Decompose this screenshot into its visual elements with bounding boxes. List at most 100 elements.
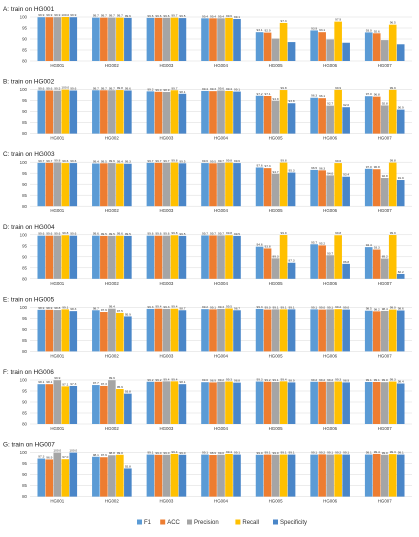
bar (146, 308, 155, 352)
bar (61, 235, 70, 279)
bar (37, 235, 46, 279)
bar (201, 163, 209, 207)
y-tick-label: 80 (22, 276, 27, 281)
bar (233, 91, 241, 134)
bar (334, 309, 342, 352)
bar (342, 263, 350, 279)
bar (170, 17, 179, 61)
bar (116, 17, 124, 61)
bar (318, 309, 326, 352)
bar (108, 455, 116, 497)
x-tick-label: HG001 (50, 426, 64, 431)
bar (310, 97, 318, 134)
bar (92, 310, 100, 352)
bar (372, 381, 381, 424)
data-label: 97.9 (335, 18, 341, 22)
bar (310, 381, 318, 424)
bar (108, 308, 116, 352)
bar (162, 92, 171, 134)
data-label: 99.6 (54, 232, 60, 236)
bar (263, 248, 272, 279)
data-label: 99.4 (202, 14, 208, 18)
bar (364, 381, 373, 424)
bar (380, 258, 389, 279)
bar (146, 17, 155, 62)
data-label: 99.3 (257, 378, 263, 382)
data-label: 96.5 (311, 166, 317, 170)
bar (380, 105, 389, 134)
data-label: 98.1 (46, 380, 52, 384)
data-label: 99.1 (234, 88, 240, 92)
bar (396, 109, 405, 134)
data-label: 99.2 (327, 378, 333, 382)
x-tick-label: HG001 (50, 281, 64, 286)
data-label: 99.6 (38, 232, 44, 236)
bar (380, 178, 389, 207)
bar (69, 452, 78, 497)
x-tick-label: HG005 (269, 136, 283, 141)
bar (116, 163, 124, 207)
y-tick-label: 80 (22, 422, 27, 427)
bar (92, 90, 100, 134)
data-label: 99.1 (311, 451, 317, 455)
bar (178, 18, 187, 62)
data-label: 92.9 (265, 29, 271, 33)
data-label: 99.1 (374, 378, 380, 382)
data-label: 99.6 (155, 232, 161, 236)
x-tick-label: HG003 (159, 281, 173, 286)
data-label: 99.4 (171, 450, 177, 454)
data-label: 99.5 (125, 232, 131, 236)
y-tick-label: 90 (22, 37, 27, 42)
data-label: 99.0 (117, 451, 123, 455)
data-label: 92.8 (382, 174, 388, 178)
bar (380, 382, 389, 424)
x-tick-label: HG006 (323, 208, 337, 213)
bar (326, 255, 334, 279)
bar (108, 235, 116, 279)
data-label: 99.2 (335, 305, 341, 309)
y-tick-label: 80 (22, 494, 27, 499)
data-label: 99.0 (163, 451, 169, 455)
bar (334, 381, 342, 424)
data-label: 93.9 (311, 26, 317, 30)
panel-title: A: train on HG001 (3, 6, 55, 13)
bar (170, 381, 179, 424)
bar (146, 91, 155, 134)
data-label: 99.1 (327, 451, 333, 455)
bar (61, 459, 70, 497)
data-label: 99.6 (147, 232, 153, 236)
bar (372, 96, 381, 134)
data-label: 93.4 (343, 173, 349, 177)
x-tick-label: HG003 (159, 499, 173, 504)
data-label: 99.2 (335, 450, 341, 454)
bar (342, 107, 350, 134)
data-label: 99.0 (319, 306, 325, 310)
data-label: 99.3 (226, 378, 232, 382)
data-label: 99.6 (202, 159, 208, 163)
y-tick-label: 95 (22, 389, 27, 394)
bar (217, 381, 225, 424)
data-label: 99.6 (125, 14, 131, 18)
bar (100, 457, 108, 497)
data-label: 99.0 (155, 451, 161, 455)
data-label: 99.2 (311, 378, 317, 382)
x-tick-label: HG006 (323, 281, 337, 286)
data-label: 97.9 (101, 453, 107, 457)
data-label: 100.0 (69, 449, 77, 453)
bar (69, 17, 78, 61)
bar (287, 382, 296, 424)
x-tick-label: HG007 (378, 499, 392, 504)
data-label: 96.8 (374, 93, 380, 97)
data-label: 98.1 (38, 380, 44, 384)
bar (92, 163, 100, 207)
bar (116, 312, 124, 352)
bar (217, 454, 225, 497)
data-label: 99.1 (234, 15, 240, 19)
data-label: 99.6 (70, 232, 76, 236)
x-tick-label: HG005 (269, 353, 283, 358)
bar (318, 32, 326, 61)
data-label: 97.0 (366, 165, 372, 169)
bar (380, 454, 389, 497)
y-tick-label: 100 (20, 232, 28, 237)
bar (388, 235, 397, 279)
